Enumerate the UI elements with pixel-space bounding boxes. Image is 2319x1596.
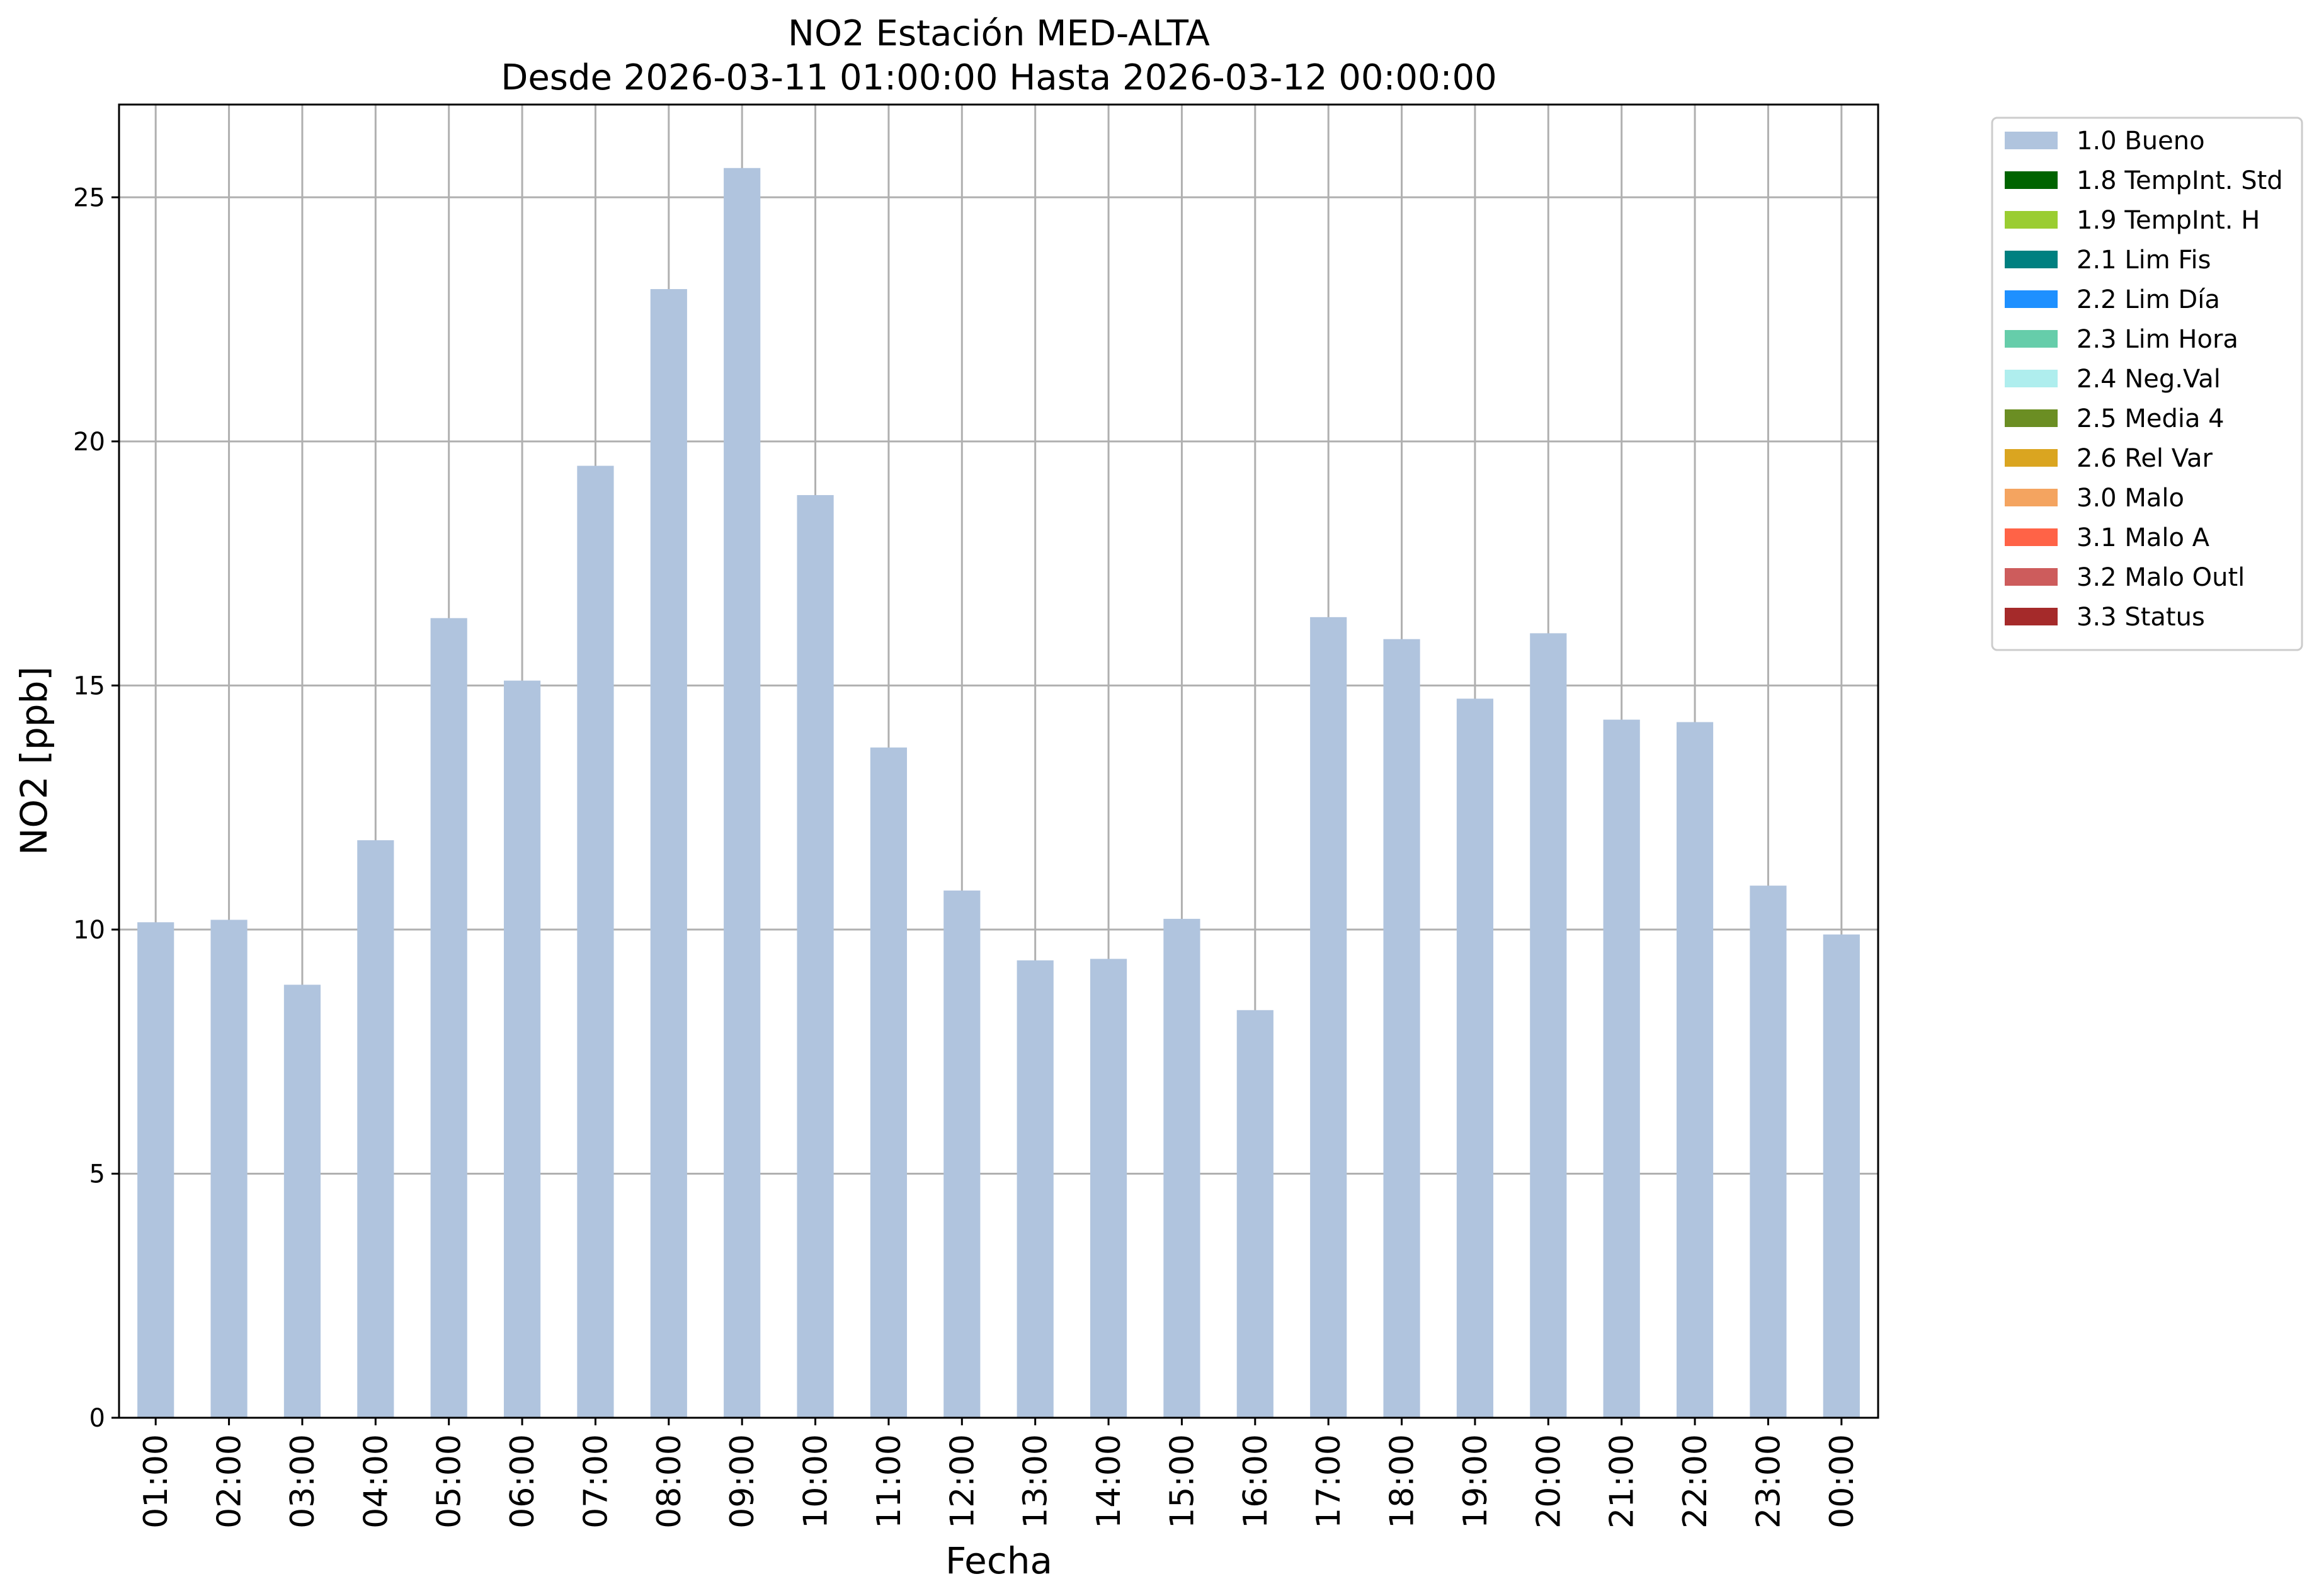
y-tick-label: 0: [89, 1404, 105, 1433]
legend-swatch: [2005, 251, 2058, 268]
x-tick-label: 09:00: [724, 1434, 761, 1529]
legend-swatch: [2005, 489, 2058, 506]
bar: [1603, 719, 1640, 1418]
bar: [1017, 960, 1054, 1418]
bar: [1090, 959, 1127, 1418]
y-tick-label: 5: [89, 1160, 105, 1188]
bar: [1383, 639, 1420, 1418]
bar: [943, 890, 981, 1418]
x-tick-label: 08:00: [651, 1434, 688, 1529]
x-tick-label: 16:00: [1237, 1434, 1275, 1529]
bar: [577, 465, 614, 1418]
legend-label: 1.9 TempInt. H: [2077, 206, 2260, 235]
bar: [357, 840, 394, 1418]
x-tick-label: 19:00: [1457, 1434, 1495, 1529]
x-tick-label: 22:00: [1677, 1434, 1714, 1529]
legend-label: 3.2 Malo Outl: [2077, 563, 2245, 592]
legend-label: 3.1 Malo A: [2077, 523, 2210, 552]
bar: [724, 168, 761, 1418]
bar: [797, 495, 834, 1418]
bar: [503, 680, 541, 1418]
x-tick-label: 06:00: [504, 1434, 542, 1529]
x-tick-label: 07:00: [577, 1434, 615, 1529]
legend-swatch: [2005, 370, 2058, 387]
legend-label: 2.1 Lim Fis: [2077, 246, 2211, 275]
y-axis-label: NO2 [ppb]: [13, 666, 55, 855]
legend-label: 2.6 Rel Var: [2077, 444, 2213, 473]
bar: [1456, 698, 1494, 1418]
legend-label: 2.5 Media 4: [2077, 404, 2225, 433]
bar: [1163, 918, 1200, 1418]
legend-swatch: [2005, 290, 2058, 308]
x-tick-label: 15:00: [1163, 1434, 1201, 1529]
chart-subtitle: Desde 2026-03-11 01:00:00 Hasta 2026-03-…: [501, 57, 1497, 98]
x-tick-label: 18:00: [1384, 1434, 1422, 1529]
bar: [870, 747, 908, 1418]
chart-title: NO2 Estación MED-ALTA: [788, 13, 1210, 54]
bar: [1823, 934, 1860, 1418]
bar: [1236, 1010, 1273, 1418]
bar: [1310, 617, 1347, 1418]
bar: [650, 288, 687, 1418]
legend-swatch: [2005, 171, 2058, 189]
legend-swatch: [2005, 330, 2058, 348]
x-tick-label: 12:00: [943, 1434, 981, 1529]
bar: [210, 920, 248, 1418]
y-tick-label: 20: [73, 428, 105, 457]
x-tick-label: 00:00: [1823, 1434, 1861, 1529]
bar: [1530, 633, 1567, 1418]
legend-label: 2.3 Lim Hora: [2077, 325, 2238, 354]
x-tick-label: 11:00: [870, 1434, 908, 1529]
y-tick-label: 15: [73, 671, 105, 700]
legend-frame: [1991, 117, 2303, 651]
bar: [1750, 886, 1787, 1418]
plot-frame: [118, 103, 1879, 1419]
legend-swatch: [2005, 528, 2058, 546]
bar: [283, 984, 321, 1418]
legend-swatch: [2005, 608, 2058, 625]
legend-label: 3.3 Status: [2077, 603, 2205, 632]
x-tick-label: 13:00: [1017, 1434, 1055, 1529]
legend-swatch: [2005, 132, 2058, 149]
bar: [137, 922, 174, 1418]
x-tick-label: 03:00: [284, 1434, 322, 1529]
legend: 1.0 Bueno 1.8 TempInt. Std 1.9 TempInt. H 2…: [1991, 117, 2303, 651]
bar: [1676, 722, 1714, 1418]
x-tick-label: 14:00: [1090, 1434, 1128, 1529]
y-axis-ticks: 0 5 10 15 20 25: [73, 183, 119, 1433]
legend-label: 1.0 Bueno: [2077, 127, 2205, 156]
x-axis-label: Fecha: [945, 1539, 1052, 1582]
legend-swatch: [2005, 449, 2058, 467]
legend-swatch: [2005, 211, 2058, 229]
y-tick-label: 10: [73, 916, 105, 945]
x-tick-label: 17:00: [1310, 1434, 1348, 1529]
bars: [137, 168, 1860, 1418]
x-axis-ticks: 01:00 02:00 03:00 04:00 05:00 06:00 07:00 08:00…: [137, 1418, 1861, 1529]
legend-label: 2.4 Neg.Val: [2077, 365, 2221, 394]
x-tick-label: 01:00: [137, 1434, 175, 1529]
x-tick-label: 21:00: [1604, 1434, 1641, 1529]
legend-label: 3.0 Malo: [2077, 484, 2184, 513]
legend-label: 1.8 TempInt. Std: [2077, 166, 2283, 195]
x-tick-label: 23:00: [1750, 1434, 1787, 1529]
bar: [430, 618, 467, 1418]
legend-swatch: [2005, 409, 2058, 427]
y-tick-label: 25: [73, 183, 105, 212]
x-tick-label: 05:00: [431, 1434, 469, 1529]
x-tick-label: 04:00: [357, 1434, 395, 1529]
x-tick-label: 10:00: [797, 1434, 835, 1529]
legend-label: 2.2 Lim Día: [2077, 285, 2220, 314]
x-tick-label: 02:00: [211, 1434, 249, 1529]
legend-swatch: [2005, 568, 2058, 586]
x-tick-label: 20:00: [1530, 1434, 1568, 1529]
